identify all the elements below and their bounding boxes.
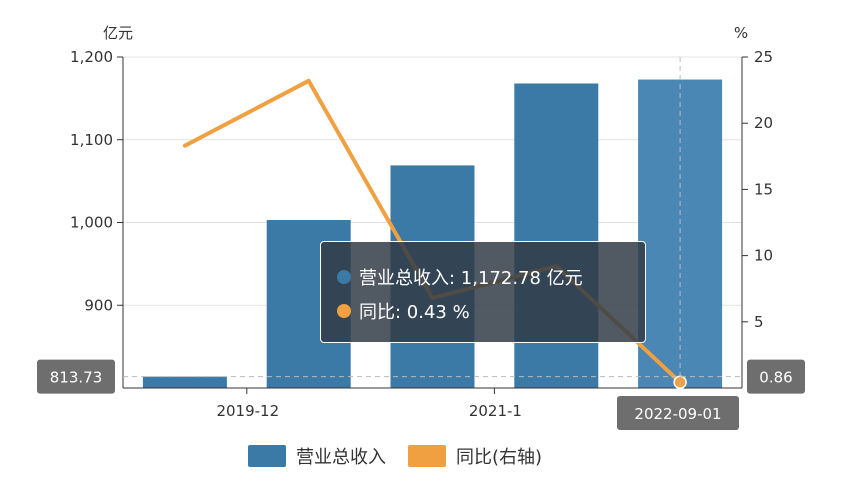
- y-left-unit: 亿元: [103, 24, 133, 42]
- crosshair-right-label-box: [747, 359, 805, 394]
- legend-swatch-revenue: [248, 445, 286, 467]
- crosshair-left-label: 813.73: [50, 369, 103, 387]
- x-tick-label-1: 2021-1: [469, 402, 522, 420]
- y-right-unit: %: [734, 24, 748, 42]
- y-right-tick-label-1: 10: [754, 247, 773, 265]
- y-right-tick-label-4: 25: [754, 48, 773, 66]
- legend-label-revenue: 营业总收入: [296, 447, 386, 468]
- tooltip-yoy-dot: [337, 304, 351, 318]
- legend-label-yoy: 同比(右轴): [456, 447, 543, 468]
- crosshair-left-label-box: [37, 359, 115, 394]
- x-tick-label-0: 2019-12: [216, 402, 279, 420]
- tooltip-row-revenue: 营业总收入: 1,172.78 亿元: [337, 260, 645, 294]
- legend-item-yoy[interactable]: 同比(右轴): [408, 443, 542, 469]
- y-right-tick-label-2: 15: [754, 180, 773, 198]
- bar-2022-09-01: [638, 79, 723, 389]
- y-right-tick-label-0: 5: [754, 313, 764, 331]
- tooltip-revenue-dot: [337, 270, 351, 284]
- tooltip-row-yoy: 同比: 0.43 %: [337, 294, 645, 328]
- legend-swatch-yoy: [408, 445, 446, 467]
- bar-2018-12: [142, 376, 227, 388]
- legend-item-revenue[interactable]: 营业总收入: [248, 443, 386, 469]
- crosshair-x-label-box: [617, 396, 739, 430]
- chart-tooltip: 营业总收入: 1,172.78 亿元 同比: 0.43 %: [320, 241, 646, 343]
- y-right-tick-label-3: 20: [754, 114, 773, 132]
- y-left-tick-label-0: 900: [84, 296, 113, 314]
- crosshair-x-label: 2022-09-01: [634, 405, 721, 423]
- y-left-tick-label-1: 1,000: [70, 214, 113, 232]
- chart-legend: 营业总收入 同比(右轴): [248, 443, 564, 469]
- tooltip-yoy-text: 同比: 0.43 %: [359, 302, 470, 323]
- crosshair-right-label: 0.86: [759, 369, 792, 387]
- y-left-tick-label-3: 1,200: [70, 48, 113, 66]
- y-left-tick-label-2: 1,100: [70, 131, 113, 149]
- tooltip-revenue-text: 营业总收入: 1,172.78 亿元: [359, 268, 583, 289]
